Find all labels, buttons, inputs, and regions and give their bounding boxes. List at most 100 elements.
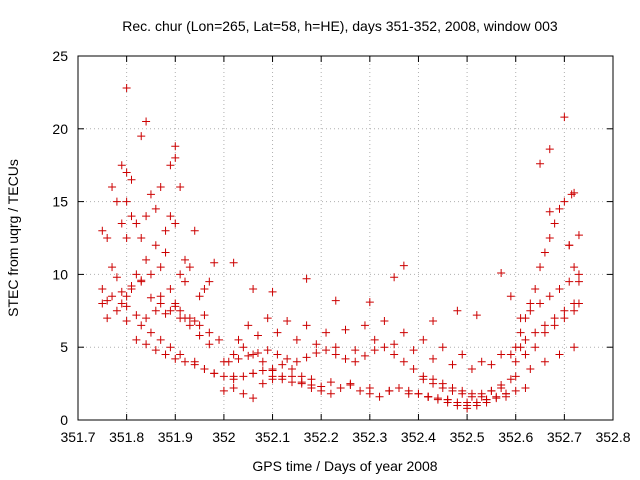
- data-point: [390, 273, 399, 282]
- data-point: [487, 360, 496, 369]
- data-point: [181, 357, 189, 366]
- data-point: [550, 321, 559, 330]
- data-point: [112, 197, 121, 206]
- data-point: [570, 188, 579, 197]
- data-point: [249, 369, 258, 378]
- chart-title: Rec. chur (Lon=265, Lat=58, h=HE), days …: [122, 18, 558, 34]
- data-point: [477, 357, 486, 366]
- data-point: [560, 197, 569, 206]
- data-point: [482, 395, 491, 404]
- data-point: [555, 284, 564, 293]
- data-point: [288, 372, 296, 381]
- data-point: [365, 298, 374, 307]
- data-point: [302, 274, 311, 283]
- data-point: [190, 360, 199, 369]
- data-point: [516, 328, 525, 337]
- data-point: [219, 386, 228, 395]
- data-point: [346, 381, 355, 390]
- data-point: [448, 360, 457, 369]
- data-point: [273, 350, 282, 359]
- data-point: [195, 292, 204, 301]
- data-point: [219, 372, 228, 381]
- data-point: [511, 343, 520, 352]
- data-point: [122, 168, 131, 177]
- data-point: [166, 212, 175, 221]
- data-point: [249, 350, 258, 359]
- data-point: [429, 316, 438, 325]
- data-point: [511, 357, 520, 366]
- data-point: [506, 375, 515, 384]
- data-point: [122, 302, 131, 311]
- data-point: [103, 314, 112, 323]
- data-point: [511, 386, 520, 395]
- data-point: [117, 161, 126, 170]
- data-point: [356, 386, 365, 395]
- data-point: [185, 263, 194, 272]
- data-point: [146, 190, 155, 199]
- data-point: [419, 375, 428, 384]
- y-axis-ticks: 0 5 10 15 20 25: [52, 48, 613, 428]
- data-point: [526, 306, 535, 315]
- data-point: [234, 335, 243, 344]
- data-point: [288, 365, 296, 374]
- data-point: [244, 321, 253, 330]
- data-point: [560, 306, 569, 315]
- data-point: [497, 268, 506, 277]
- data-point: [98, 284, 107, 293]
- data-point: [526, 365, 535, 374]
- data-point: [161, 248, 170, 257]
- data-point: [181, 277, 189, 286]
- data-point: [341, 325, 350, 334]
- data-point: [570, 306, 579, 315]
- data-point: [205, 277, 214, 286]
- data-point: [205, 340, 214, 349]
- data-point: [283, 354, 292, 363]
- data-point: [521, 335, 530, 344]
- data-point: [360, 321, 369, 330]
- data-point: [253, 331, 262, 340]
- data-point: [492, 392, 501, 401]
- data-point: [166, 284, 175, 293]
- data-point: [380, 343, 389, 352]
- data-point: [292, 357, 301, 366]
- data-point: [458, 389, 467, 398]
- data-point: [200, 284, 209, 293]
- data-point: [341, 354, 350, 363]
- y-tick-label: 10: [52, 266, 68, 282]
- data-point: [565, 277, 574, 286]
- data-point: [526, 299, 535, 308]
- data-point: [540, 321, 549, 330]
- data-point: [127, 175, 136, 184]
- data-point: [98, 226, 107, 235]
- data-point: [506, 292, 515, 301]
- data-point: [108, 183, 117, 192]
- data-point: [229, 350, 238, 359]
- data-point: [521, 383, 530, 392]
- data-point: [570, 343, 579, 352]
- data-point: [419, 335, 428, 344]
- data-point: [132, 219, 141, 228]
- data-point: [122, 316, 131, 325]
- data-point: [302, 353, 311, 362]
- data-point: [574, 231, 583, 240]
- data-point: [215, 335, 224, 344]
- data-point: [540, 357, 549, 366]
- data-point: [570, 299, 579, 308]
- data-point: [122, 292, 131, 301]
- x-tick-label: 351.7: [60, 429, 95, 445]
- plot-area-frame: [77, 55, 614, 421]
- data-points: [98, 84, 583, 413]
- data-point: [380, 316, 389, 325]
- data-point: [142, 117, 151, 126]
- data-point: [161, 309, 170, 318]
- data-point: [409, 346, 418, 355]
- data-point: [322, 346, 331, 355]
- data-point: [258, 379, 267, 388]
- data-point: [307, 383, 316, 392]
- data-point: [176, 306, 185, 315]
- y-tick-label: 20: [52, 121, 68, 137]
- data-point: [258, 366, 267, 375]
- data-point: [312, 349, 321, 358]
- data-point: [360, 351, 369, 360]
